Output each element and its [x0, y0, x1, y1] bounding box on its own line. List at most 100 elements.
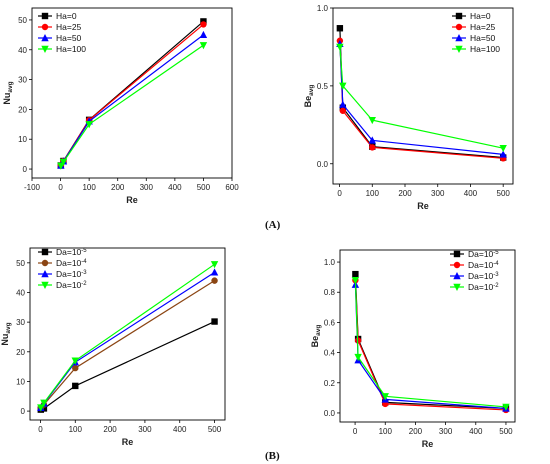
- x-tick-label: 100: [69, 425, 83, 434]
- x-tick-label: 400: [168, 183, 182, 192]
- legend-swatch-marker: [455, 23, 463, 31]
- legend-entry: Ha=50: [56, 33, 82, 43]
- series-1: [352, 270, 510, 412]
- x-axis-label: Re: [122, 437, 134, 447]
- y-tick-label: 20: [16, 348, 25, 357]
- legend-entry: Da=10-5: [56, 247, 87, 257]
- x-tick-label: 400: [173, 425, 187, 434]
- x-tick-label: 100: [366, 189, 380, 198]
- data-point: [336, 43, 344, 51]
- y-tick-label: 0.5: [317, 82, 329, 91]
- data-point: [368, 136, 376, 144]
- series-line: [354, 284, 506, 410]
- x-tick-label: 500: [497, 189, 511, 198]
- x-tick-label: 500: [197, 183, 211, 192]
- data-point: [210, 268, 219, 276]
- y-tick-label: 20: [18, 105, 27, 114]
- panel-label-b: (B): [265, 450, 280, 462]
- data-point: [381, 393, 389, 401]
- legend-entry: Ha=25: [470, 22, 496, 32]
- series-line: [339, 40, 504, 159]
- y-tick-label: 40: [16, 288, 25, 297]
- legend-entry: Da=10-2: [468, 282, 499, 292]
- data-point: [71, 357, 79, 365]
- chart-be-avg-vs-re-da: 0 100 200 300 400 500 0.0 0.2 0.4 0.6 0.8 1.0 Re Beav…: [310, 249, 516, 449]
- data-point: [336, 25, 344, 32]
- series-1: [37, 318, 218, 413]
- legend-swatch-marker: [41, 45, 49, 53]
- y-tick-label: 0: [21, 407, 26, 416]
- legend-entry: Ha=100: [56, 44, 86, 54]
- data-point: [368, 116, 376, 125]
- data-point: [339, 82, 347, 90]
- panel-label-a: (A): [265, 219, 281, 231]
- x-tick-label: 0: [353, 427, 358, 436]
- series-line: [354, 280, 507, 408]
- data-point: [85, 121, 93, 129]
- legend-swatch-marker: [41, 23, 49, 31]
- data-point: [351, 276, 360, 285]
- x-tick-label: 600: [225, 183, 239, 192]
- legend-swatch-marker: [455, 12, 463, 20]
- data-point: [499, 144, 507, 153]
- y-tick-label: 1.0: [317, 4, 329, 13]
- plot-frame: [332, 7, 514, 185]
- x-axis-label: Re: [417, 201, 429, 211]
- y-axis-label: Beavg: [310, 325, 322, 348]
- y-tick-label: 0: [23, 165, 28, 174]
- legend-entry: Ha=0: [56, 11, 77, 21]
- y-tick-label: 0.4: [324, 349, 336, 358]
- y-tick-label: 0.0: [324, 409, 336, 418]
- legend-entry: Ha=100: [470, 44, 500, 54]
- data-point: [499, 150, 507, 158]
- data-point: [339, 107, 347, 114]
- data-point: [37, 404, 45, 412]
- y-tick-label: 50: [16, 259, 25, 268]
- data-point: [199, 42, 208, 50]
- y-tick-label: 30: [18, 76, 27, 85]
- chart-be-avg-vs-re-ha: 0 100 200 300 400 500 0.0 0.5 1.0 Re Beavg Ha=0Ha=2…: [303, 4, 514, 211]
- legend-swatch-marker: [453, 250, 461, 258]
- x-tick-label: 0: [337, 189, 342, 198]
- x-tick-label: -100: [24, 183, 41, 192]
- x-tick-label: 300: [439, 427, 453, 436]
- series-line: [339, 46, 504, 149]
- plot-frame: [339, 249, 516, 423]
- x-tick-label: 100: [379, 427, 393, 436]
- series-4: [57, 42, 208, 170]
- x-tick-label: 200: [398, 189, 412, 198]
- x-tick-label: 200: [111, 183, 125, 192]
- series-line: [60, 44, 204, 167]
- series-line: [40, 280, 215, 409]
- y-tick-label: 0.2: [324, 379, 336, 388]
- x-tick-label: 300: [138, 425, 152, 434]
- y-tick-label: 40: [18, 46, 27, 55]
- legend-swatch-marker: [455, 45, 463, 53]
- data-point: [354, 353, 362, 362]
- data-point: [502, 403, 510, 411]
- data-point: [200, 21, 207, 28]
- series-3: [351, 280, 510, 412]
- legend-swatch-marker: [453, 272, 461, 280]
- x-tick-label: 400: [464, 189, 478, 198]
- y-tick-label: 0.6: [324, 318, 336, 327]
- x-tick-label: 200: [103, 425, 117, 434]
- data-point: [72, 364, 79, 372]
- data-point: [59, 158, 68, 166]
- legend-entry: Da=10-4: [468, 260, 499, 270]
- data-point: [72, 382, 79, 390]
- y-tick-label: 30: [16, 318, 25, 327]
- data-point: [40, 399, 48, 407]
- y-axis-label: Nuavg: [2, 81, 14, 104]
- y-tick-label: 0.8: [324, 288, 336, 297]
- legend-entry: Da=10-3: [468, 271, 499, 281]
- series-4: [351, 276, 510, 411]
- y-axis-label: Beavg: [303, 85, 315, 108]
- x-tick-label: 500: [208, 425, 222, 434]
- series-line: [60, 34, 204, 166]
- series-line: [354, 280, 506, 411]
- plot-frame: [31, 7, 233, 179]
- chart-nu-avg-vs-re-ha: -100 0 100 200 300 400 500 600 0 10 20 30 40 50 Re Nuav…: [2, 7, 239, 205]
- series-2: [37, 277, 218, 412]
- legend-entry: Da=10-5: [468, 249, 499, 259]
